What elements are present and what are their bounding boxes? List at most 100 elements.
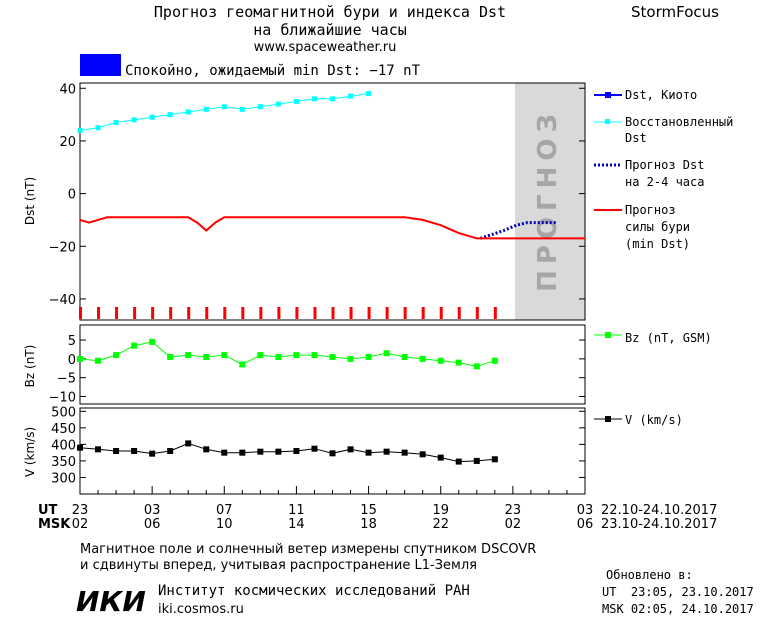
dst-data-point (239, 106, 245, 112)
bz-ytick-label: −5 (57, 372, 76, 387)
v-data-point (455, 458, 462, 465)
v-data-point (221, 449, 228, 456)
bz-data-point (95, 357, 102, 364)
v-data-point (95, 446, 102, 453)
ut-tick-label: 19 (432, 503, 449, 518)
msk-label: MSK (38, 517, 71, 532)
dst-series (77, 91, 585, 240)
bz-data-point (311, 352, 318, 359)
institute-site[interactable]: iki.cosmos.ru (158, 602, 244, 617)
bz-data-point (131, 342, 138, 349)
dst-data-point (185, 109, 191, 115)
dst-data-point (113, 120, 119, 125)
dst-series-line-2 (79, 216, 585, 240)
footer-note-line-1: Магнитное поле и солнечный ветер измерен… (80, 542, 536, 557)
bz-data-point (167, 353, 174, 360)
bz-data-point (419, 355, 426, 362)
legend-v-marker (605, 416, 611, 422)
red-hour-tick (97, 307, 101, 319)
legend-restored-label-2: Dst (625, 131, 647, 145)
bz-data-point (77, 355, 83, 362)
legend-storm-label-3: (min Dst) (625, 237, 690, 251)
red-hour-tick (187, 307, 191, 319)
title-line-1: Прогноз геомагнитной бури и индекса Dst (154, 3, 506, 21)
dst-ytick-label: −40 (49, 293, 76, 308)
bz-plot-frame (79, 324, 586, 405)
dst-data-point (131, 117, 137, 123)
red-hour-tick (79, 307, 82, 319)
v-data-point (329, 450, 336, 457)
msk-tick-label: 06 (577, 517, 594, 532)
v-data-point (131, 448, 138, 454)
dst-ytick-label: −20 (49, 240, 76, 255)
msk-tick-label: 14 (288, 517, 305, 532)
legend-storm-label-2: силы бури (625, 220, 690, 234)
bz-data-point (275, 353, 282, 360)
bz-data-point (293, 352, 300, 359)
bz-data-point (401, 353, 408, 360)
v-axis-label: V (km/s) (23, 427, 37, 477)
ut-tick-label: 11 (288, 503, 305, 518)
updated-msk: MSK 02:05, 24.10.2017 (602, 602, 754, 616)
dst-data-point (203, 106, 209, 112)
bz-series-line-0 (79, 341, 495, 367)
bz-data-point (113, 352, 120, 359)
legend-kyoto-label: Dst, Киото (625, 88, 697, 102)
msk-tick-label: 06 (144, 517, 161, 532)
v-ytick-label: 300 (51, 471, 76, 486)
red-hour-tick (457, 307, 461, 319)
v-data-point (473, 457, 480, 464)
forecast-region (515, 83, 585, 320)
v-data-point (203, 446, 210, 453)
bz-data-point (239, 361, 246, 368)
v-data-point (167, 448, 174, 454)
red-hour-tick (223, 307, 227, 319)
red-hour-tick (259, 307, 263, 319)
v-series-line-0 (79, 442, 495, 463)
bz-data-point (185, 352, 192, 359)
legend-restored-marker (605, 119, 610, 124)
title-line-2: на ближайшие часы (253, 21, 407, 39)
red-hour-ticks (79, 307, 497, 319)
bz-ytick-label: 0 (68, 353, 76, 368)
v-data-point (347, 446, 354, 453)
msk-tick-label: 10 (216, 517, 233, 532)
updated-ut: UT 23:05, 23.10.2017 (602, 585, 754, 599)
site-url[interactable]: www.spaceweather.ru (254, 40, 397, 55)
v-data-point (257, 448, 264, 455)
bz-ytick-label: −10 (49, 390, 76, 405)
v-ytick-label: 450 (51, 422, 76, 437)
v-data-point (185, 440, 192, 447)
bz-data-point (383, 350, 390, 357)
v-ytick-label: 350 (51, 455, 76, 470)
bz-panel: −10 −5 0 5 Bz (nT) (23, 324, 586, 405)
dst-series-line-0 (79, 93, 369, 131)
red-hour-tick (241, 307, 245, 319)
red-hour-tick (133, 307, 137, 319)
dst-data-point (95, 125, 101, 131)
ut-tick-label: 03 (144, 503, 161, 518)
red-hour-tick (403, 307, 407, 319)
red-hour-tick (367, 307, 371, 319)
v-data-point (401, 449, 408, 456)
dst-series-line-1 (479, 221, 557, 240)
msk-tick-label: 18 (360, 517, 377, 532)
v-data-point (491, 456, 498, 463)
bz-data-point (329, 353, 336, 360)
msk-tick-label: 02 (505, 517, 522, 532)
legend-bz-label: Bz (nT, GSM) (625, 331, 712, 345)
status-text: Спокойно, ожидаемый min Dst: −17 nT (125, 63, 421, 79)
ut-tick-label: 23 (505, 503, 522, 518)
v-data-point (419, 451, 426, 458)
v-data-point (383, 448, 390, 455)
red-hour-tick (439, 307, 443, 319)
v-ytick-label: 400 (51, 438, 76, 453)
legend-bz-marker (605, 332, 611, 338)
v-data-point (149, 450, 156, 457)
dst-data-point (293, 98, 299, 104)
red-hour-tick (331, 307, 335, 319)
v-data-point (437, 454, 444, 461)
